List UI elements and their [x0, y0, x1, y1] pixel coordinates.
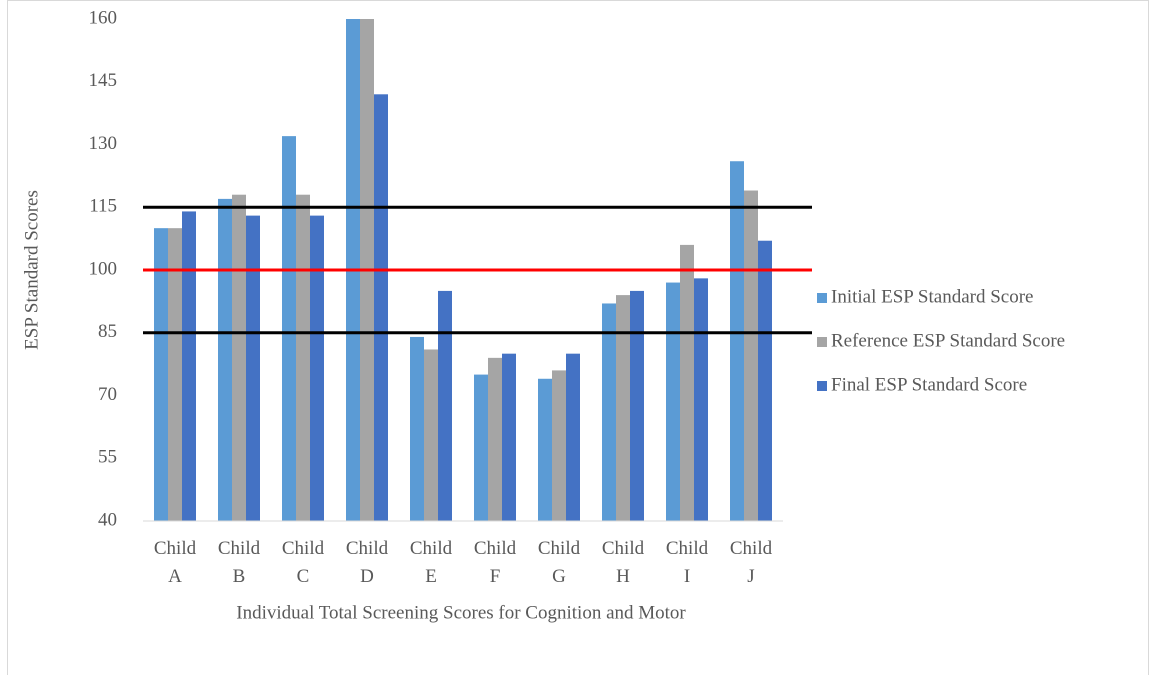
x-tick-label: Child F — [474, 538, 517, 587]
bar — [154, 228, 168, 521]
x-tick-label: Child A — [154, 538, 197, 587]
y-tick-label: 115 — [89, 196, 117, 217]
bar — [424, 349, 438, 521]
legend-swatch — [817, 293, 827, 303]
bar — [566, 353, 580, 521]
legend-label: Reference ESP Standard Score — [831, 330, 1065, 351]
bar — [246, 215, 260, 521]
bar — [232, 194, 246, 521]
x-tick-label: Child C — [282, 538, 325, 587]
x-tick-label: Child G — [538, 538, 581, 587]
y-tick-label: 145 — [89, 70, 118, 91]
y-tick-label: 100 — [89, 258, 118, 279]
bar — [680, 244, 694, 521]
y-tick-label: 70 — [98, 384, 117, 405]
bar — [538, 378, 552, 521]
bar — [410, 336, 424, 521]
x-tick-label: Child D — [346, 538, 389, 587]
bar — [552, 370, 566, 521]
y-tick-label: 55 — [98, 447, 117, 468]
bar — [616, 295, 630, 521]
x-tick-label: Child E — [410, 538, 453, 587]
y-axis-title: ESP Standard Scores — [21, 190, 42, 350]
legend-swatch — [817, 337, 827, 347]
bar — [602, 303, 616, 521]
x-tick-label: Child B — [218, 538, 261, 587]
bar — [744, 190, 758, 521]
bar — [502, 353, 516, 521]
bar — [218, 198, 232, 521]
bar — [730, 161, 744, 521]
legend-swatch — [817, 381, 827, 391]
x-axis-title: Individual Total Screening Scores for Co… — [236, 602, 686, 623]
bar — [182, 211, 196, 521]
bar — [666, 282, 680, 521]
bar — [438, 290, 452, 521]
chart-border — [7, 0, 1149, 675]
bar — [282, 136, 296, 521]
y-tick-label: 85 — [98, 321, 117, 342]
bar — [168, 228, 182, 521]
legend-label: Initial ESP Standard Score — [831, 286, 1033, 307]
legend-label: Final ESP Standard Score — [831, 374, 1027, 395]
bar — [758, 240, 772, 521]
y-tick-label: 130 — [89, 133, 118, 154]
bar — [374, 94, 388, 522]
x-tick-label: Child J — [730, 538, 773, 587]
y-tick-label: 160 — [89, 7, 118, 28]
bar — [296, 194, 310, 521]
bar — [488, 357, 502, 521]
x-tick-label: Child I — [666, 538, 709, 587]
bar — [694, 278, 708, 521]
x-tick-label: Child H — [602, 538, 645, 587]
y-tick-label: 40 — [98, 509, 117, 530]
bar — [474, 374, 488, 521]
bar — [310, 215, 324, 521]
bar — [630, 290, 644, 521]
